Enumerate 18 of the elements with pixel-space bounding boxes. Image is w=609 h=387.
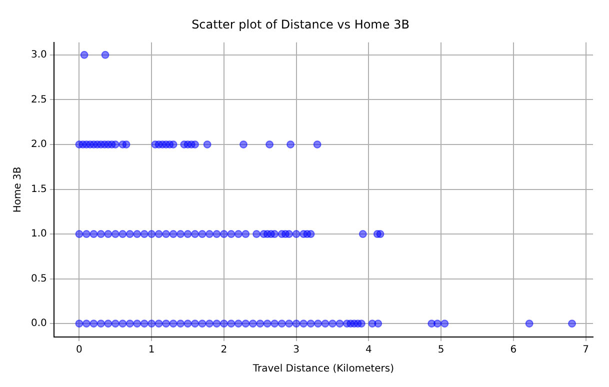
y-tick-label: 0.0 [30,318,47,330]
y-tick-label: 1.5 [30,184,47,195]
x-tick-label: 6 [510,344,517,356]
x-tick-label: 0 [76,344,82,356]
x-tick-label: 5 [438,344,444,356]
x-tick-label: 4 [365,344,372,356]
y-tick-label: 1.0 [30,228,47,240]
y-tick-label: 0.5 [30,273,47,284]
y-tick-label: 2.5 [30,94,47,106]
y-axis-title: Home 3B [12,166,24,213]
chart-title: Scatter plot of Distance vs Home 3B [192,17,410,32]
x-tick-label: 7 [582,344,589,356]
x-tick-label: 3 [293,344,300,356]
y-tick-label: 2.0 [30,139,47,150]
x-tick-label: 1 [148,344,155,356]
x-axis-title: Travel Distance (Kilometers) [252,364,394,375]
x-tick-label: 2 [220,344,228,356]
y-tick-label: 3.0 [30,50,47,61]
